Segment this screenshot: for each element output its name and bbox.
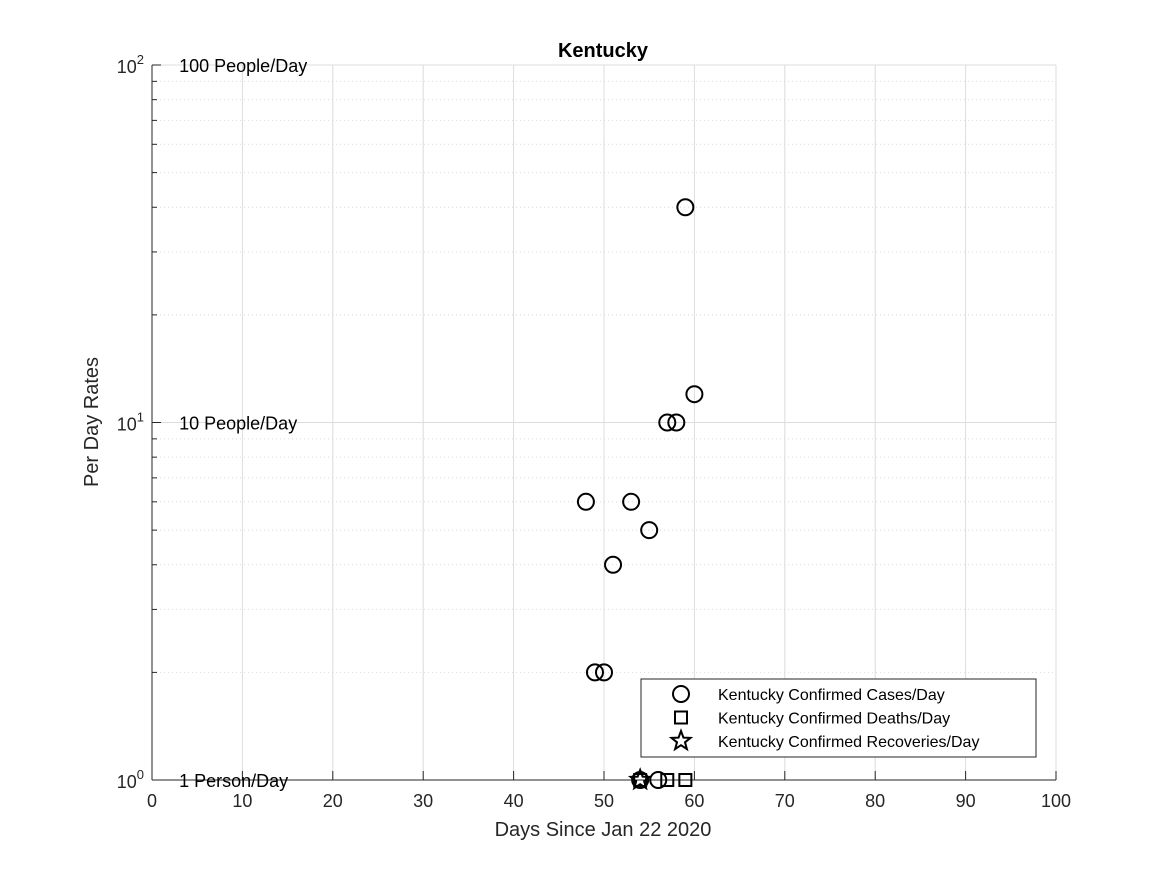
axes [151,64,1057,781]
data-point-circle [649,771,668,789]
annotations: 100 People/Day 10 People/Day 1 Person/Day [179,56,307,791]
rate-annotation: 1 Person/Day [179,771,288,791]
data-point-circle [685,385,704,404]
data-point-circle [585,663,604,682]
rate-annotation: 100 People/Day [179,56,307,76]
y-tick-label: 102 [117,52,144,77]
legend-marker-star [668,728,694,752]
data-point-circle [604,555,623,574]
data-point-star [627,767,653,791]
x-tick-label: 20 [323,791,343,811]
x-tick-label: 10 [232,791,252,811]
x-tick-label: 80 [865,791,885,811]
x-tick-label: 100 [1041,791,1071,811]
rate-annotation: 10 People/Day [179,414,297,434]
data-point-circle [676,198,695,217]
legend-label: Kentucky Confirmed Recoveries/Day [718,734,979,751]
x-tick-label: 50 [594,791,614,811]
data-point-circle [595,663,613,682]
legend-marker-square [674,710,688,725]
x-tick-label: 30 [413,791,433,811]
chart-title: Kentucky [558,40,649,62]
x-tick-label: 70 [775,791,795,811]
x-tick-label: 0 [147,791,157,811]
x-tick-label: 40 [504,791,524,811]
x-axis-title: Days Since Jan 22 2020 [495,819,712,841]
y-tick-label: 101 [117,410,144,435]
data-point-circle [667,413,686,432]
legend-marker-circle [672,685,690,703]
data-point-square [678,773,693,787]
grid [151,64,1057,781]
data-point-circle [640,521,659,540]
y-tick-label: 100 [117,767,144,792]
data-point-circle [622,492,641,511]
data-point-circle [658,413,677,432]
y-axis-title: Per Day Rates [81,357,103,487]
legend: Kentucky Confirmed Cases/Day Kentucky Con… [640,678,1037,758]
x-tick-label: 60 [684,791,704,811]
x-tick-label: 90 [956,791,976,811]
legend-label: Kentucky Confirmed Cases/Day [718,687,945,704]
legend-label: Kentucky Confirmed Deaths/Day [718,711,950,728]
legend-box [640,678,1037,758]
tick-labels: 0 10 20 30 40 50 60 70 80 90 100 100 101 102 [117,52,1071,811]
data-points [576,198,704,791]
data-point-square [660,773,675,787]
data-point-circle [576,492,595,511]
